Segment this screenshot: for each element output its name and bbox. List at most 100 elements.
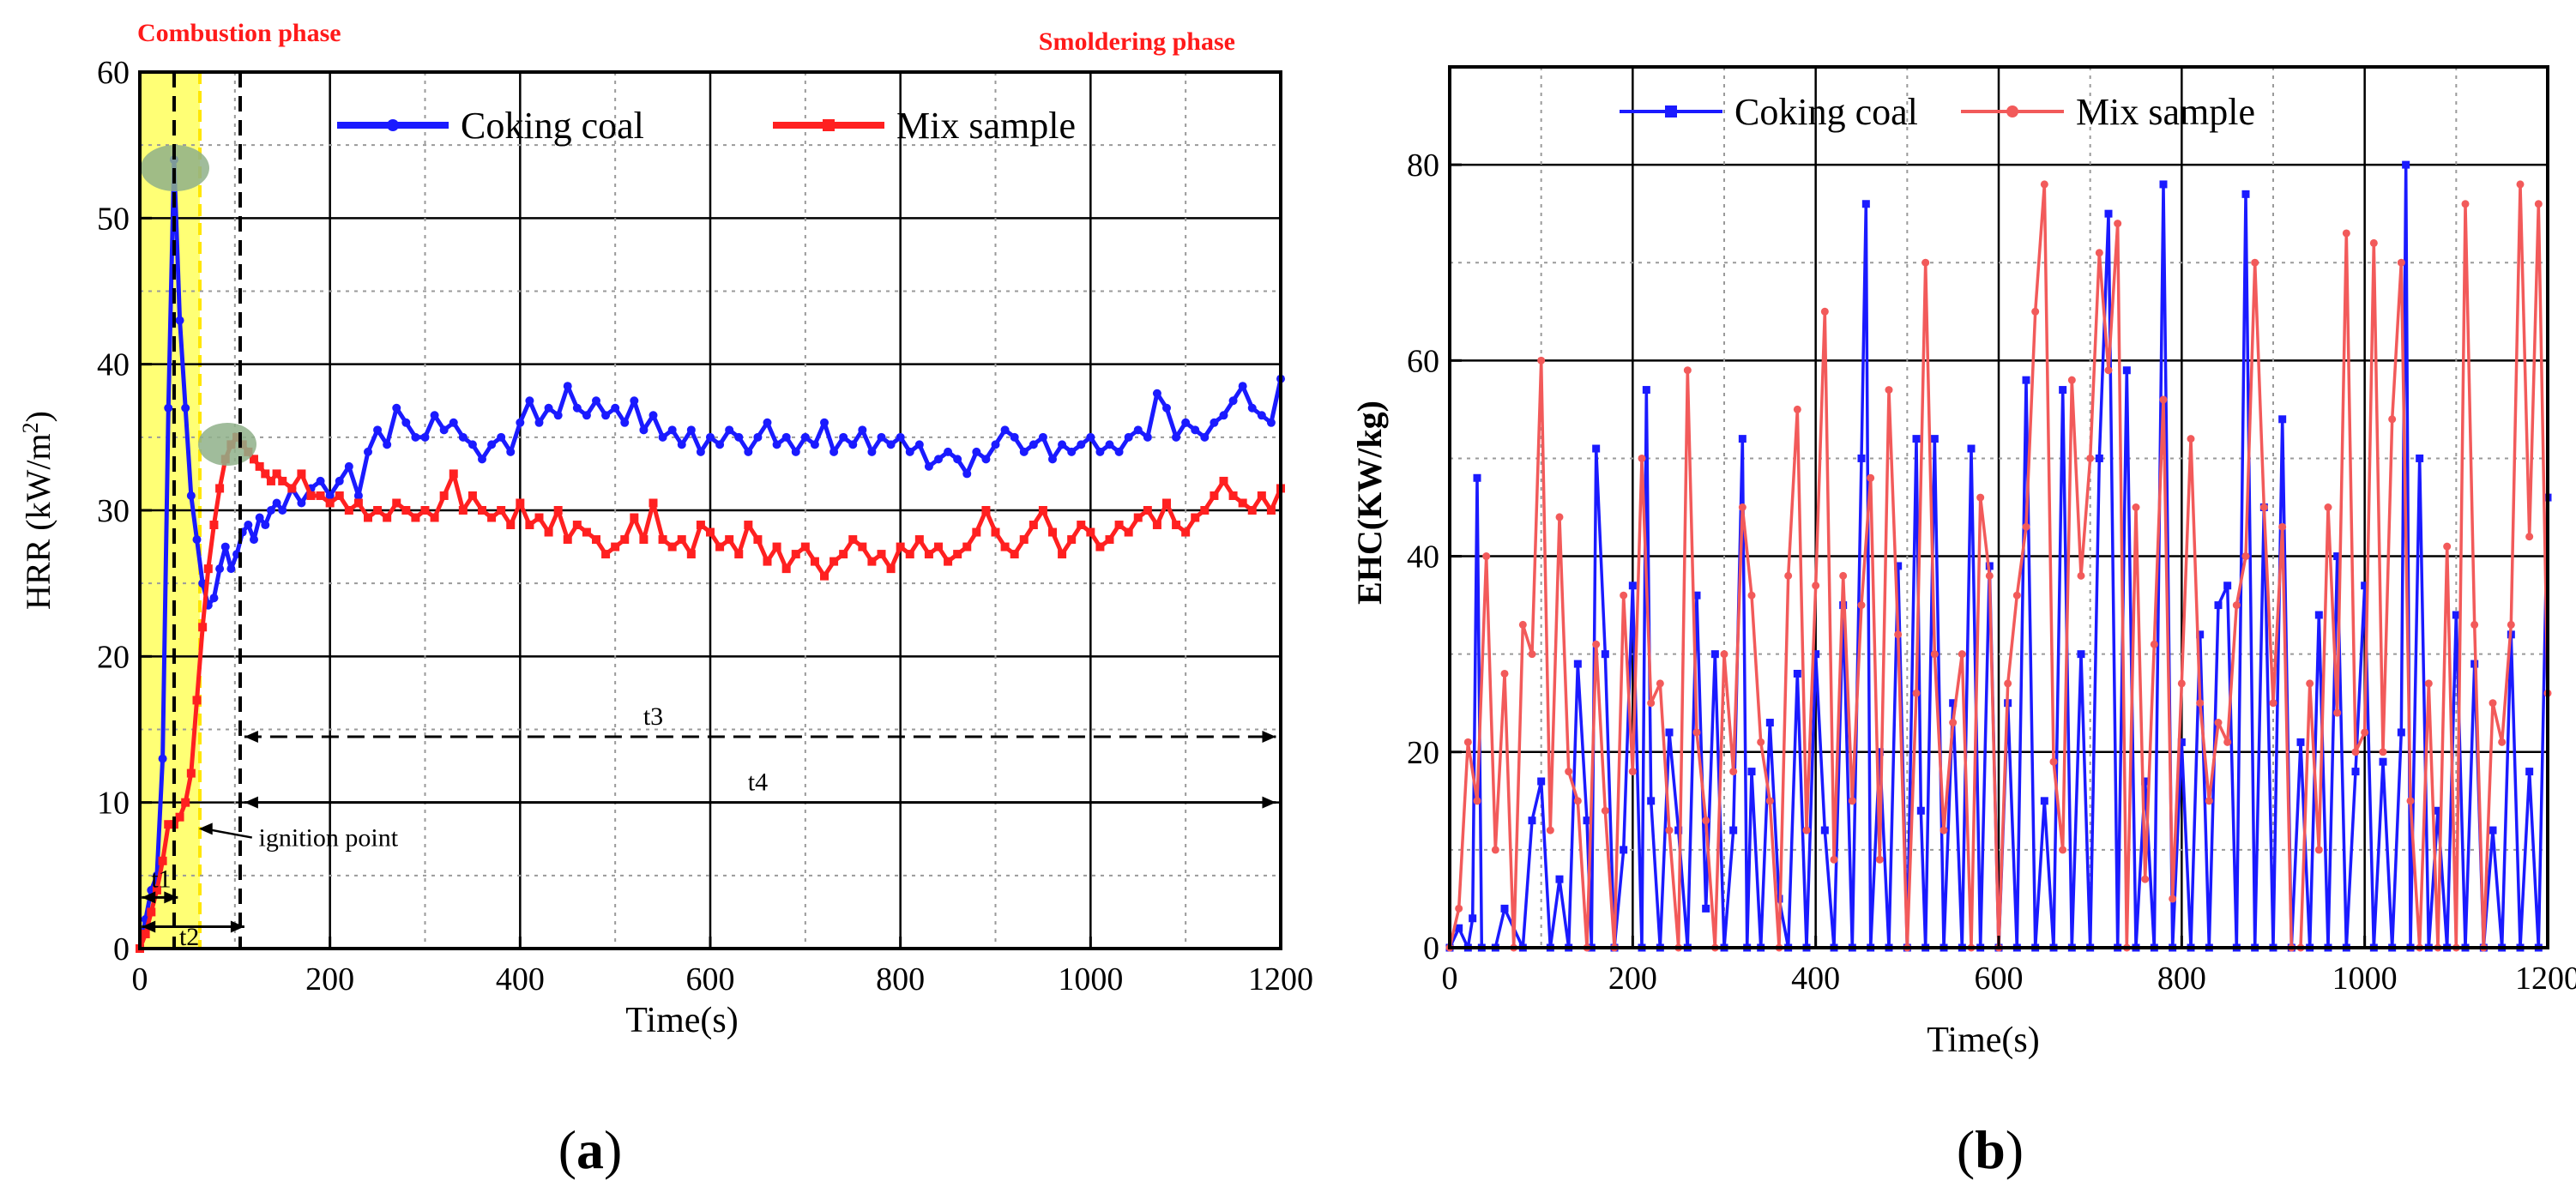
x-tick-label: 1200 [1248,961,1313,997]
t4-label: t4 [748,768,768,797]
panel-label-a: (a) [558,1119,623,1180]
mix-sample-point [2077,571,2085,580]
coking-coal-point [1738,435,1746,443]
mix-sample-point [791,550,800,559]
coking-coal-point [1647,797,1656,805]
coking-coal-point [158,754,167,763]
mix-sample-point [1473,797,1481,805]
mix-sample-point [572,521,582,530]
coking-coal-point [658,432,667,442]
coking-coal-point [344,461,353,471]
y-tick-label: 40 [1407,539,1439,575]
mix-sample-point [1692,728,1701,737]
mix-sample-point [2159,395,2168,404]
mix-sample-point [1665,826,1674,834]
x-tick-label: 0 [132,961,148,997]
mix-sample-point [1210,491,1219,500]
coking-coal-point [516,418,525,427]
coking-coal-point [639,425,649,435]
coking-coal-point [1010,432,1019,442]
mix-sample-point [2241,552,2250,561]
mix-sample-point [2251,258,2259,267]
mix-sample-point [1238,498,1247,508]
coking-coal-point [1930,435,1939,443]
mix-sample-point [1546,826,1554,834]
mix-sample-point [1537,356,1546,365]
mix-sample-point [1565,768,1573,776]
coking-coal-point [1095,447,1105,456]
mix-sample-point [1894,630,1903,639]
t3-label: t3 [643,702,663,731]
coking-coal-point [420,432,430,442]
coking-coal-point [1114,447,1124,456]
mix-sample-point [261,469,270,479]
coking-coal-point [800,432,810,442]
coking-coal-point [544,403,553,413]
mix-sample-point [192,696,202,705]
ehc-gridlines [1450,67,2548,948]
mix-sample-point [1820,307,1829,316]
ignition-point-label: ignition point [259,824,399,853]
y-tick-label: 40 [97,347,130,383]
coking-coal-point [1181,418,1191,427]
coking-coal-point [1469,914,1477,923]
mix-sample-point [830,557,839,566]
mix-sample-point [1181,527,1191,537]
coking-coal-point [209,593,219,603]
mix-sample-point [2187,435,2195,443]
mix-sample-point [287,484,297,493]
coking-coal-point [2416,454,2424,462]
mix-sample-point [601,550,611,559]
mix-sample-point [1038,506,1047,515]
coking-coal-point [1473,473,1481,482]
x-tick-label: 800 [2157,961,2206,997]
mix-sample-point [325,498,335,508]
mix-sample-point [401,506,411,515]
mix-sample-point [2169,895,2177,903]
mix-sample-point [658,535,667,545]
mix-sample-point [563,535,572,545]
x-tick-label: 1200 [2515,961,2576,997]
mix-sample-point [820,571,829,581]
coking-coal-point [534,418,544,427]
mix-sample-point [439,491,449,500]
coking-coal-point [220,542,230,551]
mix-sample-point [2040,180,2048,189]
coking-coal-point [1765,719,1774,727]
t1-arrow-head-left [142,891,156,904]
mix-sample-point [611,542,620,551]
mix-sample-point [2141,875,2150,883]
mix-sample-point [1266,506,1276,515]
coking-coal-point [1210,418,1219,427]
coking-coal-point [1592,444,1601,453]
mix-sample-point [430,513,439,522]
mix-sample-point [1228,491,1238,500]
mix-sample-point [2406,797,2415,805]
coking-coal-point [401,418,411,427]
mix-sample-point [1656,679,1664,688]
mix-sample-point [1985,571,1994,580]
x-tick-label: 0 [1442,961,1458,997]
mix-sample-point [506,521,516,530]
t4-arrow-head-left [244,796,258,809]
coking-coal-point [297,498,306,508]
mix-sample-point [677,535,686,545]
mix-sample-point [2086,454,2095,462]
mix-sample-point [209,521,219,530]
mix-sample-point [1257,491,1266,500]
mix-sample-point [1885,386,1893,395]
coking-coal-point [953,455,962,464]
mix-sample-point [449,469,458,479]
t3-arrow-head-right [1262,731,1276,744]
coking-coal-point [867,447,877,456]
mix-sample-point [516,498,525,508]
mix-sample-point [158,856,167,865]
x-tick-label: 400 [496,961,545,997]
coking-coal-point [1143,432,1152,442]
mix-sample-point [272,469,281,479]
coking-coal-point [1124,432,1133,442]
coking-coal-point [611,403,620,413]
mix-sample-point [2049,757,2058,766]
coking-coal-point [2040,797,2048,805]
mix-sample-point [353,498,363,508]
